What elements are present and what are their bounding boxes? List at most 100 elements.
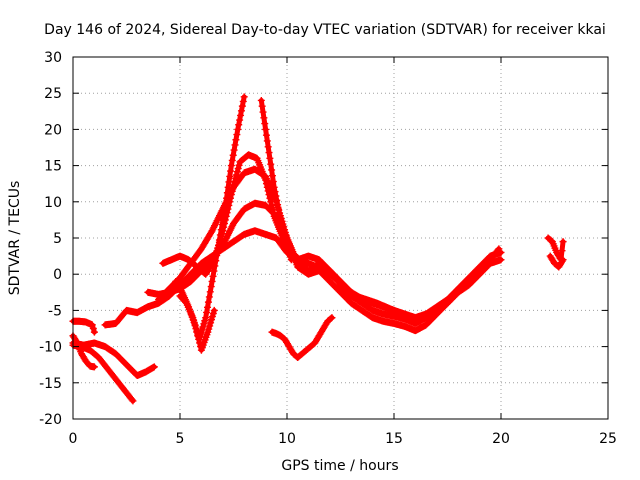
data-point [210, 267, 218, 275]
data-point [260, 114, 268, 122]
data-point [231, 141, 239, 149]
data-point [150, 363, 158, 371]
data-point [194, 332, 202, 340]
data-point [237, 111, 245, 119]
data-point [258, 102, 266, 110]
y-tick-label: -15 [39, 376, 62, 392]
data-point [263, 137, 271, 145]
data-point [264, 187, 272, 195]
data-point [239, 97, 247, 105]
data-point [265, 149, 273, 157]
data-point [219, 215, 227, 223]
data-point [207, 319, 215, 327]
data-point [278, 222, 286, 230]
data-point [237, 107, 245, 115]
data-point [227, 162, 235, 170]
data-point [214, 246, 222, 254]
data-point [495, 245, 503, 253]
data-point [203, 308, 211, 316]
data-point [271, 188, 279, 196]
data-point [205, 293, 213, 301]
y-tick-label: 30 [44, 50, 62, 66]
data-point [494, 246, 502, 254]
data-point [220, 210, 228, 218]
data-point [269, 209, 277, 217]
data-point [204, 303, 212, 311]
x-tick-label: 10 [278, 431, 296, 447]
data-point [232, 171, 240, 179]
data-point [262, 180, 270, 188]
data-point [206, 288, 214, 296]
data-point [275, 209, 283, 217]
series-track-d [69, 339, 158, 380]
y-tick-label: 10 [44, 195, 62, 211]
series-track-n [546, 252, 567, 271]
data-point [276, 214, 284, 222]
data-point [266, 154, 274, 162]
y-tick-label: -20 [39, 412, 62, 428]
data-point [208, 277, 216, 285]
data-point [215, 241, 223, 249]
series-track-j [172, 277, 218, 354]
data-point [198, 326, 206, 334]
data-point [234, 125, 242, 133]
x-axis-label: GPS time / hours [281, 458, 398, 474]
series-track-e [101, 227, 505, 329]
data-point [205, 325, 213, 333]
data-point [232, 174, 240, 182]
data-point [234, 164, 242, 172]
y-tick-label: 15 [44, 159, 62, 175]
y-tick-label: 5 [53, 231, 62, 247]
data-series [69, 93, 567, 405]
y-tick-label: 20 [44, 122, 62, 138]
data-point [201, 317, 209, 325]
data-point [229, 184, 237, 192]
data-point [211, 262, 219, 270]
y-tick-labels: -20 -15 -10 -5 0 5 10 15 20 25 30 [39, 50, 62, 428]
data-point [265, 191, 273, 199]
data-point [200, 320, 208, 328]
data-point [262, 125, 270, 133]
data-point [259, 108, 267, 116]
y-tick-label: 25 [44, 86, 62, 102]
data-point [240, 93, 248, 101]
data-point [221, 205, 229, 213]
data-point [207, 283, 215, 291]
series-track-l [268, 314, 336, 361]
data-point [204, 328, 212, 336]
data-point [328, 314, 336, 322]
data-point [268, 172, 276, 180]
data-point [232, 136, 240, 144]
data-point [263, 183, 271, 191]
chart-title: Day 146 of 2024, Sidereal Day-to-day VTE… [44, 22, 606, 38]
data-point [558, 247, 566, 255]
data-point [274, 201, 282, 209]
data-point [233, 168, 241, 176]
data-point [230, 146, 238, 154]
data-point [193, 328, 201, 336]
data-point [209, 310, 217, 318]
data-point [202, 314, 210, 322]
data-point [273, 196, 281, 204]
data-point [559, 238, 567, 246]
data-point [235, 161, 243, 169]
x-tick-label: 20 [492, 431, 510, 447]
data-point [191, 321, 199, 329]
data-point [223, 189, 231, 197]
data-point [272, 192, 280, 200]
data-point [204, 298, 212, 306]
y-axis-label: SDTVAR / TECUs [7, 181, 23, 296]
data-point [274, 205, 282, 213]
x-tick-label: 0 [69, 431, 78, 447]
data-point [270, 183, 278, 191]
data-point [236, 116, 244, 124]
data-point [213, 252, 221, 260]
data-point [88, 321, 96, 329]
series-track-a [69, 317, 98, 336]
x-tick-label: 25 [599, 431, 617, 447]
data-point [195, 335, 203, 343]
y-tick-label: 0 [53, 267, 62, 283]
data-point [225, 178, 233, 186]
data-point [261, 120, 269, 128]
data-point [207, 316, 215, 324]
